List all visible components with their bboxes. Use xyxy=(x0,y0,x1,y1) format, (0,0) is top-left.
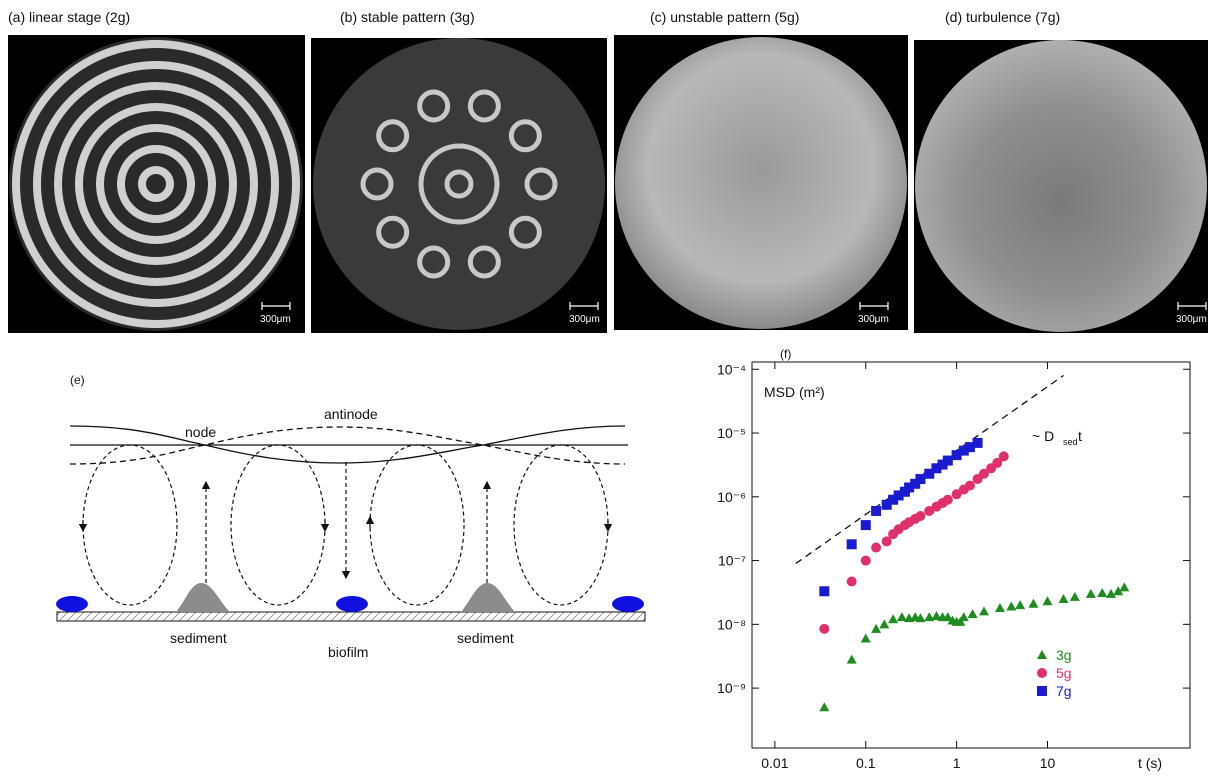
antinode-label: antinode xyxy=(324,406,378,422)
marker xyxy=(819,624,829,634)
marker xyxy=(1006,602,1016,611)
y-tick-label: 10⁻⁸ xyxy=(717,616,746,632)
ring-pattern xyxy=(9,37,303,331)
marker xyxy=(861,556,871,566)
marker xyxy=(1070,592,1080,601)
marker xyxy=(959,612,969,621)
panel-label: (f) xyxy=(780,347,791,361)
pattern-disc xyxy=(9,37,303,331)
marker xyxy=(871,506,881,516)
marker xyxy=(888,614,898,623)
scale-bar-label: 300μm xyxy=(260,314,291,325)
legend-label: 7g xyxy=(1056,683,1072,699)
reference-label: ~ D xyxy=(1032,428,1054,444)
panel-label: (e) xyxy=(70,373,85,387)
marker xyxy=(968,609,978,618)
legend-label: 3g xyxy=(1056,647,1072,663)
y-tick-label: 10⁻⁷ xyxy=(718,553,746,569)
marker xyxy=(1037,668,1047,678)
biofilm-blob xyxy=(612,596,644,612)
panel-label: (c) unstable pattern (5g) xyxy=(650,9,799,25)
y-tick-label: 10⁻⁶ xyxy=(717,489,746,505)
biofilm-blob xyxy=(56,596,88,612)
sediment-mound xyxy=(461,583,515,612)
marker xyxy=(1119,582,1129,591)
marker xyxy=(915,511,925,521)
y-tick-label: 10⁻⁹ xyxy=(717,680,746,696)
node-label: node xyxy=(185,424,216,440)
marker xyxy=(1097,588,1107,597)
marker xyxy=(1037,650,1047,659)
marker xyxy=(879,619,889,628)
marker xyxy=(1015,600,1025,609)
marker xyxy=(1086,589,1096,598)
scale-bar-label: 300μm xyxy=(858,314,889,325)
x-tick-label: 10 xyxy=(1040,755,1056,771)
pattern-disc xyxy=(313,38,605,330)
y-tick-label: 10⁻⁴ xyxy=(717,361,746,377)
figure: (a) linear stage (2g) (b) stable pattern… xyxy=(0,0,1213,774)
substrate xyxy=(57,612,645,621)
flow-cells xyxy=(83,445,608,605)
marker xyxy=(1042,596,1052,605)
wave xyxy=(70,426,628,464)
pattern-disc xyxy=(915,40,1207,332)
reference-label: sed xyxy=(1063,437,1078,447)
marker xyxy=(915,474,925,484)
marker xyxy=(819,586,829,596)
marker xyxy=(819,702,829,711)
marker xyxy=(847,655,857,664)
marker xyxy=(999,451,1009,461)
diagram-label: sediment xyxy=(457,630,514,646)
marker xyxy=(973,438,983,448)
marker xyxy=(1058,594,1068,603)
marker xyxy=(871,543,881,553)
marker xyxy=(861,520,871,530)
marker xyxy=(995,603,1005,612)
y-tick-label: 10⁻⁵ xyxy=(717,425,746,441)
x-tick-label: 0.01 xyxy=(761,755,788,771)
marker xyxy=(1028,599,1038,608)
x-axis-label: t (s) xyxy=(1138,755,1162,771)
panel-label: (a) linear stage (2g) xyxy=(8,9,130,25)
x-tick-label: 0.1 xyxy=(856,755,876,771)
panel-label: (b) stable pattern (3g) xyxy=(340,9,475,25)
marker xyxy=(871,624,881,633)
marker xyxy=(1037,686,1047,696)
marker xyxy=(965,481,975,491)
plot: 0.01 0.1 1 10 t (s) 10⁻⁴ 10⁻⁵ 10⁻⁶ 10⁻⁷ 10⁻⁸ 10⁻⁹ ~… xyxy=(717,361,1190,771)
sediment-mound xyxy=(176,583,230,612)
biofilm-blob xyxy=(336,596,368,612)
reference-label: t xyxy=(1078,428,1082,444)
panel-label: (d) turbulence (7g) xyxy=(945,9,1060,25)
marker xyxy=(943,495,953,505)
marker xyxy=(897,612,907,621)
diagram-label: biofilm xyxy=(328,644,368,660)
pattern-disc xyxy=(615,37,907,329)
legend-label: 5g xyxy=(1056,665,1072,681)
diagram-label: sediment xyxy=(170,630,227,646)
y-axis-label: MSD (m²) xyxy=(764,384,825,400)
plot-frame xyxy=(752,362,1190,748)
scale-bar-label: 300μm xyxy=(1176,314,1207,325)
x-tick-label: 1 xyxy=(953,755,961,771)
marker xyxy=(847,539,857,549)
marker xyxy=(861,633,871,642)
marker xyxy=(943,456,953,466)
marker xyxy=(847,576,857,586)
marker xyxy=(979,606,989,615)
scale-bar-label: 300μm xyxy=(569,314,600,325)
